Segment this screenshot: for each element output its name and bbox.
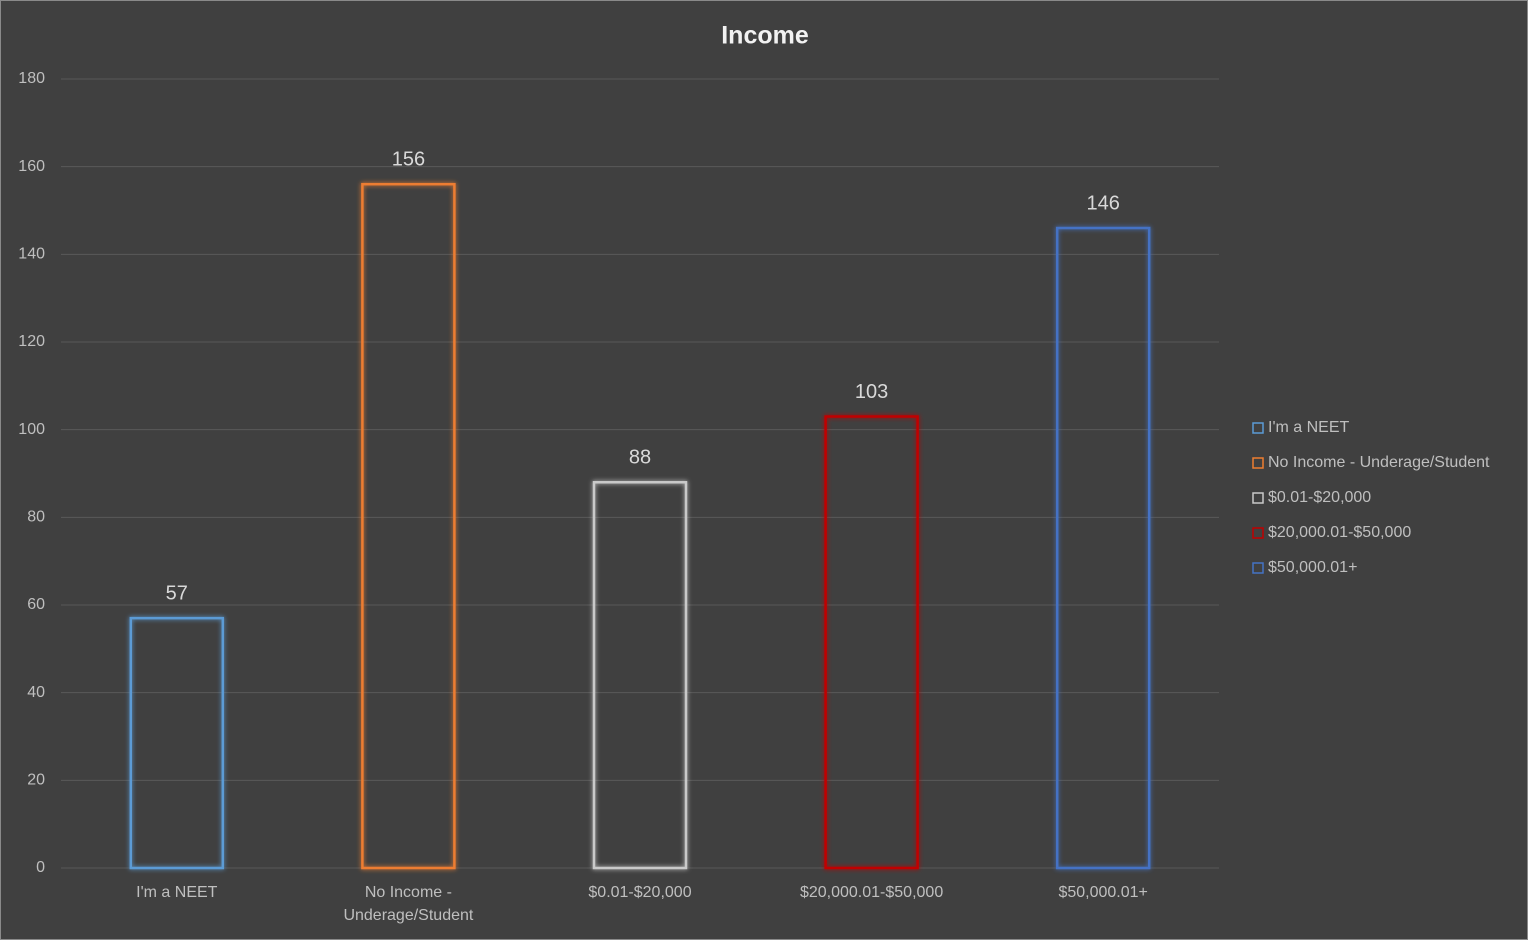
- bar: [824, 415, 919, 870]
- y-tick-label: 20: [27, 772, 45, 789]
- legend-label: No Income - Underage/Student: [1268, 454, 1490, 471]
- x-tick-label: $0.01-$20,000: [588, 884, 692, 901]
- y-tick-label: 0: [36, 859, 45, 876]
- legend-swatch: [1252, 422, 1264, 434]
- value-label: 146: [1087, 192, 1120, 214]
- legend-label: $20,000.01-$50,000: [1268, 524, 1411, 541]
- bar: [1055, 226, 1151, 870]
- value-label: 88: [629, 447, 651, 469]
- y-tick-label: 180: [18, 70, 45, 87]
- legend-swatch: [1252, 492, 1264, 504]
- legend-swatch: [1252, 562, 1264, 574]
- value-label: 57: [166, 582, 188, 604]
- legend-swatch: [1252, 457, 1264, 469]
- y-tick-label: 160: [18, 158, 45, 175]
- bar: [592, 481, 688, 870]
- x-tick-label: $50,000.01+: [1058, 884, 1148, 901]
- legend-label: $50,000.01+: [1268, 559, 1357, 576]
- x-tick-label: No Income - Underage/Student: [343, 884, 474, 924]
- value-label: 103: [855, 381, 888, 403]
- y-tick-label: 60: [27, 596, 45, 613]
- y-tick-label: 40: [27, 684, 45, 701]
- legend-label: I'm a NEET: [1268, 419, 1350, 436]
- y-tick-label: 120: [18, 333, 45, 350]
- y-tick-label: 100: [18, 421, 45, 438]
- x-tick-label: I'm a NEET: [136, 884, 218, 901]
- y-tick-label: 80: [27, 509, 45, 526]
- chart-title: Income: [721, 22, 809, 50]
- value-label: 156: [392, 148, 425, 170]
- y-tick-label: 140: [18, 246, 45, 263]
- bar: [129, 616, 225, 870]
- bar: [361, 182, 456, 870]
- legend-swatch: [1252, 527, 1264, 539]
- legend-label: $0.01-$20,000: [1268, 489, 1371, 506]
- x-tick-label: $20,000.01-$50,000: [799, 884, 944, 901]
